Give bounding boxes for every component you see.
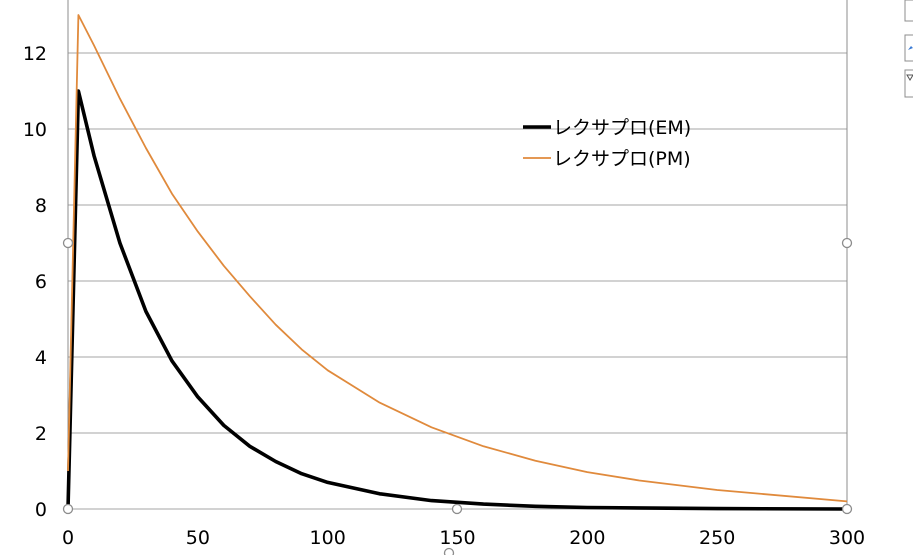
legend-label: レクサプロ(EM) xyxy=(553,117,691,139)
y-tick-label: 8 xyxy=(35,195,47,217)
chart-styles-button[interactable] xyxy=(904,34,913,62)
x-tick-label: 100 xyxy=(310,527,346,549)
series-line-1 xyxy=(67,14,848,503)
x-tick-label: 250 xyxy=(699,527,735,549)
series-line-0 xyxy=(66,89,848,511)
chart-side-buttons[interactable] xyxy=(904,0,913,98)
x-tick-label: 50 xyxy=(186,527,210,549)
x-tick-label: 300 xyxy=(829,527,865,549)
y-tick-label: 6 xyxy=(35,271,47,293)
resize-handle[interactable] xyxy=(62,237,74,249)
x-axis-tick-labels: 0 50 100 150 200 250 300 xyxy=(62,527,865,549)
series-lines xyxy=(66,14,848,511)
x-tick-label: 150 xyxy=(439,527,475,549)
selection-handles[interactable] xyxy=(62,237,853,555)
y-tick-label: 10 xyxy=(23,119,47,141)
y-tick-label: 0 xyxy=(35,499,47,521)
grid-lines xyxy=(68,52,847,434)
resize-handle[interactable] xyxy=(62,503,74,515)
x-tick-label: 0 xyxy=(62,527,74,549)
y-tick-label: 12 xyxy=(23,43,47,65)
legend: レクサプロ(EM) レクサプロ(PM) xyxy=(523,117,691,170)
y-tick-label: 2 xyxy=(35,423,47,445)
y-axis-tick-labels: 0 2 4 6 8 10 12 xyxy=(23,43,47,521)
chart-filters-button[interactable] xyxy=(904,69,913,98)
resize-handle[interactable] xyxy=(841,237,853,249)
resize-handle[interactable] xyxy=(443,547,455,555)
chart-elements-button[interactable] xyxy=(904,0,913,22)
legend-label: レクサプロ(PM) xyxy=(553,148,691,170)
y-tick-label: 4 xyxy=(35,347,47,369)
filter-icon xyxy=(906,74,913,81)
resize-handle[interactable] xyxy=(841,503,853,515)
resize-handle[interactable] xyxy=(451,503,463,515)
brush-icon xyxy=(908,46,913,50)
x-tick-label: 200 xyxy=(569,527,605,549)
